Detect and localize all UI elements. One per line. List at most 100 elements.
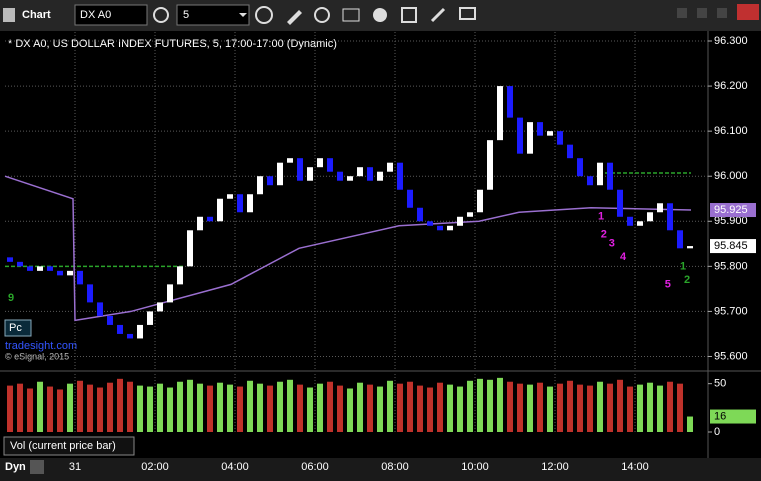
window-button[interactable] [717, 8, 727, 18]
annotation: 2 [601, 229, 607, 241]
play-button[interactable] [373, 8, 387, 22]
x-tick-label: 12:00 [541, 461, 569, 473]
volume-bar [637, 384, 643, 432]
candle-body [317, 158, 323, 168]
candle-body [477, 189, 483, 213]
y-tick-label: 96.100 [714, 125, 748, 137]
volume-bar [557, 383, 563, 432]
volume-bar [307, 387, 313, 432]
settings-button[interactable] [153, 7, 169, 23]
y-tick-label: 0 [714, 426, 720, 438]
volume-bar [197, 383, 203, 432]
candle-body [397, 162, 403, 190]
x-tick-label: 08:00 [381, 461, 409, 473]
icon [3, 8, 15, 22]
symbol-box[interactable] [74, 4, 148, 26]
candle-body [687, 246, 693, 249]
candle-body [207, 216, 213, 222]
volume-bar [167, 387, 173, 432]
interval: 5 [183, 9, 189, 21]
volume-bar [217, 382, 223, 432]
candle-body [297, 158, 303, 181]
button[interactable] [401, 7, 417, 23]
volume-bar [487, 379, 493, 432]
annotation: 5 [665, 278, 671, 290]
candle-body [47, 266, 53, 271]
candle-body [327, 158, 333, 172]
footer-button[interactable] [30, 460, 44, 474]
candle-body [517, 117, 523, 154]
refresh-button[interactable] [314, 7, 330, 23]
volume-bar [57, 389, 63, 432]
window-button[interactable] [697, 8, 707, 18]
volume-bar [177, 381, 183, 432]
candle-body [437, 225, 443, 231]
volume-bar [367, 384, 373, 432]
dropdown-arrow [239, 13, 247, 17]
comment-button[interactable] [459, 7, 476, 20]
volume-bar [337, 385, 343, 432]
x-tick-label: 02:00 [141, 461, 169, 473]
volume-bar [297, 384, 303, 432]
x-tick-label: 10:00 [461, 461, 489, 473]
candle-body [147, 311, 153, 325]
volume-bar [477, 378, 483, 432]
candle-body [537, 122, 543, 136]
volume-bar [137, 385, 143, 432]
volume-bar [607, 383, 613, 432]
volume-bar [107, 382, 113, 432]
volume-bar [77, 380, 83, 432]
close-button[interactable] [737, 4, 759, 20]
volume-bar [67, 383, 73, 432]
candle-body [137, 324, 143, 339]
volume-bar [157, 383, 163, 432]
x-tick-label: 04:00 [221, 461, 249, 473]
x-tick-label: 14:00 [621, 461, 649, 473]
candle-body [557, 131, 563, 145]
candle-body [157, 302, 163, 312]
candle-body [267, 176, 273, 186]
clock-button[interactable] [255, 6, 273, 24]
candle-body [87, 284, 93, 303]
candle-body [117, 324, 123, 334]
annotation: 1 [598, 211, 604, 223]
volume-bar [597, 381, 603, 432]
x-tick-label: 31 [69, 461, 81, 473]
button[interactable] [342, 8, 360, 22]
volume-bar [567, 380, 573, 432]
candle-body [17, 261, 23, 267]
volume-bar [247, 380, 253, 432]
watermark: tradesight.com [5, 340, 77, 352]
interval-box[interactable] [176, 4, 250, 26]
volume-bar [127, 381, 133, 432]
window-button[interactable] [677, 8, 687, 18]
candle-body [97, 302, 103, 316]
volume-bar [237, 386, 243, 432]
candle-body [457, 216, 463, 226]
candle-body [417, 207, 423, 222]
volume-bar [317, 383, 323, 432]
candle-body [447, 225, 453, 231]
y-tick-label: 50 [714, 378, 726, 390]
y-tick-label: 95.900 [714, 215, 748, 227]
draw-button[interactable] [287, 10, 302, 25]
candle-body [337, 171, 343, 181]
button[interactable] [430, 7, 446, 23]
pc-box[interactable] [4, 319, 32, 337]
volume-bar [97, 387, 103, 432]
volume-bar [37, 381, 43, 432]
volume-bar [387, 380, 393, 432]
volume-bar [17, 383, 23, 432]
candle-body [67, 270, 73, 276]
volume-title-box [3, 436, 135, 456]
volume-bar [537, 382, 543, 432]
candle-body [27, 266, 33, 271]
volume-bar [257, 383, 263, 432]
volume-bar [227, 384, 233, 432]
candle-body [237, 194, 243, 213]
volume-bar [277, 381, 283, 432]
volume-bar [527, 384, 533, 432]
candle-body [527, 122, 533, 154]
y-tick-label: 96.200 [714, 80, 748, 92]
volume-bar [7, 385, 13, 432]
